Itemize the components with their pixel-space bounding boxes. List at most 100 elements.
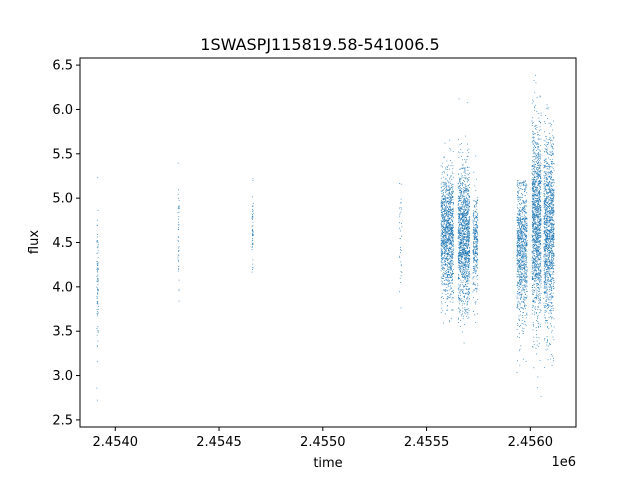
data-point <box>178 205 180 207</box>
data-point <box>476 261 477 263</box>
data-point <box>464 251 466 253</box>
data-point <box>461 273 463 275</box>
data-point <box>535 276 537 278</box>
data-point <box>532 226 534 228</box>
data-point <box>449 321 451 323</box>
data-point <box>465 202 467 204</box>
data-point <box>466 304 468 306</box>
data-point <box>517 180 518 182</box>
data-point <box>536 257 538 258</box>
data-point <box>525 263 527 265</box>
data-point <box>449 181 451 183</box>
data-point <box>444 248 446 250</box>
data-point <box>441 232 443 234</box>
data-point <box>521 243 523 245</box>
data-point <box>448 250 450 252</box>
data-point <box>521 184 523 186</box>
data-point <box>524 324 526 326</box>
data-point <box>443 213 445 215</box>
data-point <box>536 239 537 241</box>
data-point <box>538 327 540 328</box>
data-point <box>252 214 254 216</box>
data-point <box>96 263 98 265</box>
data-point <box>441 240 443 242</box>
data-point <box>445 243 447 245</box>
data-point <box>538 179 540 181</box>
data-point <box>178 208 180 209</box>
data-point <box>539 227 541 229</box>
data-point <box>457 257 459 259</box>
data-point <box>463 231 465 233</box>
data-point <box>448 267 450 268</box>
data-point <box>517 245 519 247</box>
data-point <box>441 198 443 200</box>
data-point <box>459 218 460 220</box>
data-point <box>449 263 451 265</box>
data-point <box>462 176 464 178</box>
data-point <box>539 220 541 222</box>
data-point <box>458 269 460 271</box>
data-point <box>452 230 454 232</box>
data-point <box>519 303 521 305</box>
data-point <box>521 235 523 237</box>
data-point <box>534 311 535 313</box>
data-point <box>536 97 538 99</box>
data-point <box>534 189 536 191</box>
data-point <box>462 290 464 292</box>
data-point <box>450 188 452 190</box>
data-point <box>467 203 468 205</box>
data-point <box>469 255 471 256</box>
data-point <box>462 230 464 232</box>
data-point <box>467 261 469 263</box>
data-point <box>474 252 476 254</box>
data-point <box>457 198 459 199</box>
data-point <box>450 212 452 213</box>
data-point <box>446 273 448 275</box>
data-point <box>440 202 442 204</box>
data-point <box>539 220 540 222</box>
data-point <box>526 218 528 220</box>
data-point <box>444 248 445 250</box>
data-point <box>537 215 539 217</box>
data-point <box>522 246 524 248</box>
data-point <box>538 251 540 253</box>
data-point <box>473 215 475 217</box>
data-point <box>520 255 522 257</box>
data-point <box>473 241 475 243</box>
data-point <box>536 246 538 248</box>
data-point <box>440 205 442 207</box>
data-point <box>449 226 450 228</box>
data-point <box>522 274 524 276</box>
data-point <box>538 210 540 212</box>
data-point <box>539 197 541 199</box>
data-point <box>97 257 99 259</box>
data-point <box>524 181 525 183</box>
data-point <box>534 178 535 180</box>
data-point <box>458 215 460 217</box>
data-point <box>96 269 98 270</box>
data-point <box>463 212 465 214</box>
data-point <box>462 214 464 216</box>
data-point <box>448 194 450 196</box>
data-point <box>450 214 452 216</box>
data-point <box>516 207 518 209</box>
data-point <box>462 331 463 333</box>
data-point <box>535 233 537 235</box>
data-point <box>459 252 461 254</box>
data-point <box>251 247 253 248</box>
data-point <box>539 122 541 123</box>
data-point <box>458 260 460 262</box>
data-point <box>534 297 536 298</box>
data-point <box>97 241 99 243</box>
data-point <box>97 278 99 280</box>
data-point <box>539 223 540 225</box>
data-point <box>536 255 538 257</box>
data-point <box>452 176 454 178</box>
data-point <box>443 244 445 246</box>
data-point <box>476 287 478 289</box>
data-point <box>442 251 444 253</box>
data-point <box>518 285 520 287</box>
data-point <box>538 346 540 348</box>
data-point <box>464 202 466 203</box>
data-point <box>519 309 520 311</box>
